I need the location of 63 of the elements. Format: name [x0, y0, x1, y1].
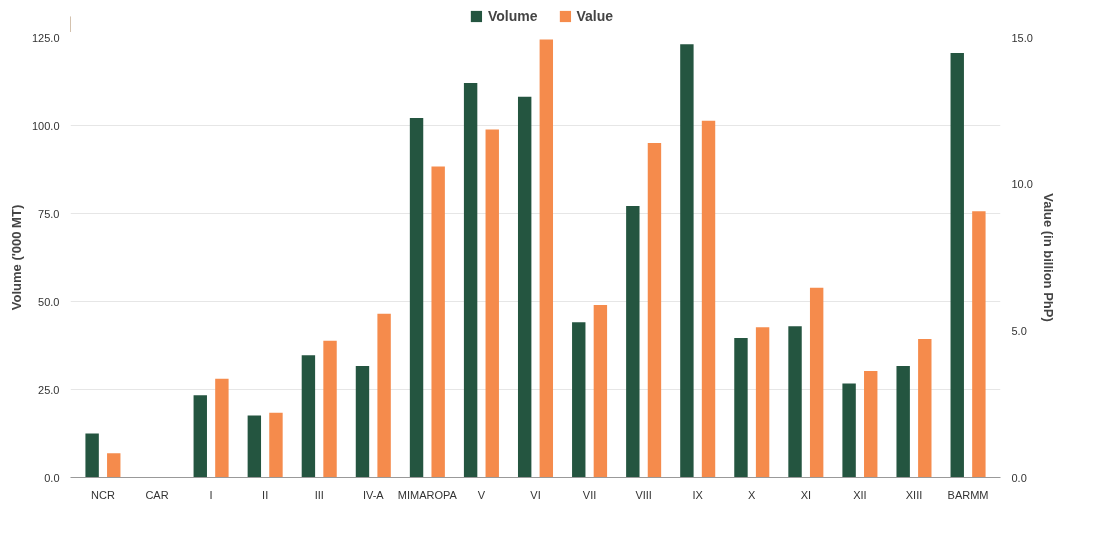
bar [809, 287, 824, 478]
y-tick-label: 75.0 [38, 207, 60, 220]
bar [517, 96, 532, 478]
bar [593, 305, 608, 478]
bar [409, 118, 424, 478]
x-tick-label: XI [800, 488, 812, 501]
bar [431, 166, 445, 478]
x-tick-label: VIII [635, 488, 652, 501]
bar [972, 211, 986, 478]
x-tick-label: MIMAROPA [397, 488, 458, 501]
bar [572, 322, 586, 478]
y-tick-label: 125.0 [31, 31, 60, 44]
bar [247, 415, 262, 478]
bar [107, 453, 121, 478]
bar [355, 365, 370, 478]
x-tick-label: VII [582, 488, 597, 501]
bar [918, 339, 932, 478]
bar [734, 338, 748, 478]
bar [755, 327, 770, 478]
legend-label: Volume [487, 8, 538, 24]
x-tick-label: XIII [905, 488, 923, 501]
bar [269, 412, 283, 478]
x-tick-label: IV-A [362, 488, 385, 501]
y2-axis-title: Value (in billion PhP) [1040, 193, 1056, 322]
x-tick-label: NCR [91, 488, 115, 501]
x-tick-label: CAR [145, 488, 169, 501]
y-tick-label: 50.0 [38, 295, 60, 308]
x-tick-label: I [209, 488, 213, 501]
bar [864, 371, 878, 478]
bar [85, 433, 99, 478]
bar [788, 326, 802, 478]
y2-tick-label: 0.0 [1011, 471, 1027, 484]
bar [539, 39, 554, 478]
bar [626, 206, 640, 478]
bar [842, 383, 856, 478]
bar [701, 120, 716, 478]
y-tick-label: 0.0 [44, 471, 60, 484]
y2-tick-label: 10.0 [1011, 178, 1033, 191]
y-tick-label: 100.0 [31, 119, 60, 132]
x-tick-label: XII [853, 488, 867, 501]
x-tick-label: IX [692, 488, 704, 501]
legend-label: Value [576, 8, 614, 24]
x-tick-label: VI [530, 488, 541, 501]
bar [323, 340, 337, 478]
y2-tick-label: 5.0 [1011, 324, 1027, 337]
bar [463, 82, 478, 478]
bar [950, 52, 964, 478]
y2-tick-label: 15.0 [1011, 31, 1033, 44]
y-axis-title: Volume ('000 MT) [8, 204, 24, 311]
bar [215, 378, 229, 478]
bar [301, 355, 316, 478]
x-tick-label: II [262, 488, 269, 501]
x-tick-label: V [477, 488, 486, 501]
x-tick-label: BARMM [947, 488, 989, 501]
bar [377, 313, 391, 478]
bar [193, 395, 207, 478]
bar [896, 365, 910, 478]
bar [485, 129, 499, 478]
y-tick-label: 25.0 [38, 383, 60, 396]
bar [647, 143, 662, 478]
x-tick-label: III [314, 488, 324, 501]
bar [680, 44, 694, 478]
x-tick-label: X [748, 488, 757, 501]
